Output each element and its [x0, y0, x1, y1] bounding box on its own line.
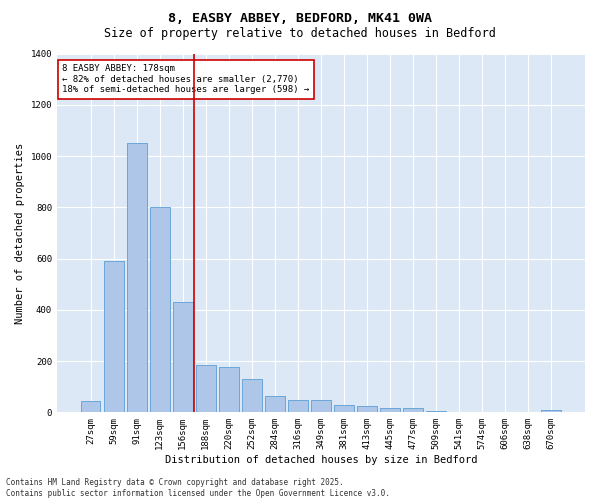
Text: 8, EASBY ABBEY, BEDFORD, MK41 0WA: 8, EASBY ABBEY, BEDFORD, MK41 0WA	[168, 12, 432, 26]
Bar	[311, 400, 331, 412]
Text: Contains HM Land Registry data © Crown copyright and database right 2025.
Contai: Contains HM Land Registry data © Crown c…	[6, 478, 390, 498]
Bar	[127, 143, 146, 412]
Y-axis label: Number of detached properties: Number of detached properties	[15, 142, 25, 324]
Bar	[334, 404, 354, 412]
Bar	[196, 365, 215, 412]
Bar	[541, 410, 561, 412]
Text: Size of property relative to detached houses in Bedford: Size of property relative to detached ho…	[104, 28, 496, 40]
Bar	[242, 379, 262, 412]
Bar	[173, 302, 193, 412]
Text: 8 EASBY ABBEY: 178sqm
← 82% of detached houses are smaller (2,770)
18% of semi-d: 8 EASBY ABBEY: 178sqm ← 82% of detached …	[62, 64, 310, 94]
Bar	[265, 396, 284, 412]
Bar	[426, 411, 446, 412]
Bar	[104, 261, 124, 412]
Bar	[81, 401, 100, 412]
Bar	[219, 368, 239, 412]
Bar	[150, 208, 170, 412]
Bar	[380, 408, 400, 412]
X-axis label: Distribution of detached houses by size in Bedford: Distribution of detached houses by size …	[165, 455, 477, 465]
Bar	[403, 408, 423, 412]
Bar	[357, 406, 377, 412]
Bar	[288, 400, 308, 412]
